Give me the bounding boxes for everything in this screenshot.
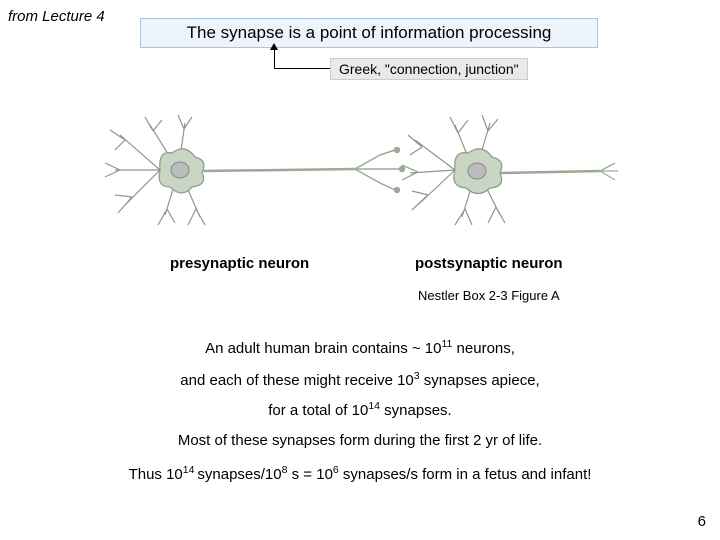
body-line-3: for a total of 1014 synapses. — [0, 400, 720, 419]
exponent: 14 — [368, 400, 380, 412]
text: neurons, — [452, 340, 515, 357]
arrow-connector — [274, 47, 275, 69]
figure-citation: Nestler Box 2-3 Figure A — [418, 288, 560, 303]
etymology-note: Greek, "connection, junction" — [330, 58, 528, 80]
postsynaptic-label: postsynaptic neuron — [415, 255, 563, 272]
text: and each of these might receive 10 — [180, 372, 413, 389]
text: synapses apiece, — [420, 372, 540, 389]
text: synapses. — [380, 402, 452, 419]
exponent: 11 — [441, 338, 452, 350]
lecture-reference: from Lecture 4 — [8, 8, 105, 25]
page-number: 6 — [698, 513, 706, 530]
arrow-connector — [274, 68, 330, 69]
body-line-1: An adult human brain contains ~ 1011 neu… — [0, 338, 720, 357]
text: for a total of 10 — [268, 402, 368, 419]
body-line-2: and each of these might receive 103 syna… — [0, 370, 720, 389]
body-line-5: Thus 1014 synapses/108 s = 106 synapses/… — [0, 464, 720, 483]
text: An adult human brain contains ~ 10 — [205, 340, 441, 357]
body-line-4: Most of these synapses form during the f… — [0, 432, 720, 449]
text: synapses/s form in a fetus and infant! — [339, 466, 592, 483]
text: Thus 10 — [129, 466, 183, 483]
presynaptic-label: presynaptic neuron — [170, 255, 309, 272]
text: s = 10 — [287, 466, 332, 483]
slide-title: The synapse is a point of information pr… — [140, 18, 598, 48]
exponent: 14 — [183, 464, 198, 476]
neuron-diagram — [90, 95, 630, 245]
text: synapses/10 — [197, 466, 281, 483]
